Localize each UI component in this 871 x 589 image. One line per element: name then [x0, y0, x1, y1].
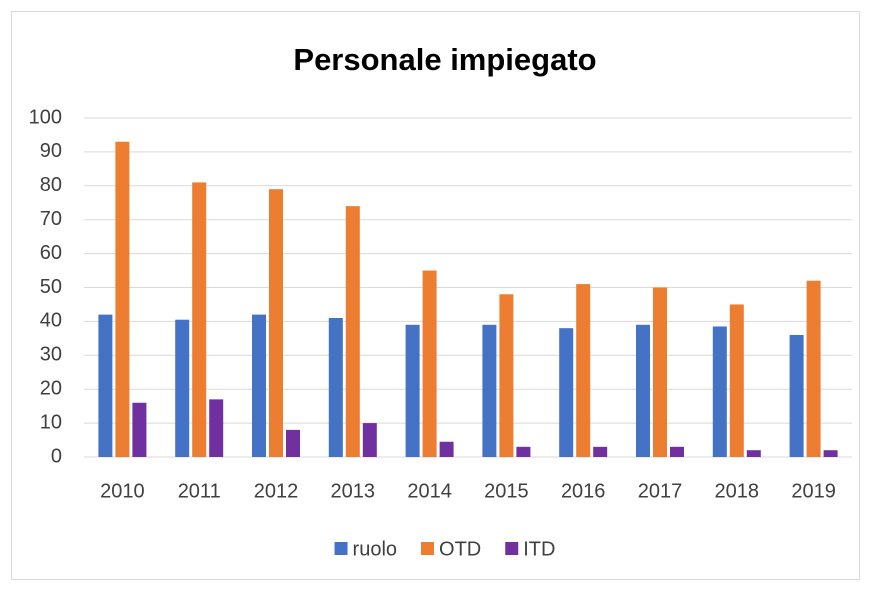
bar [593, 446, 608, 457]
x-tick-label: 2016 [561, 480, 606, 502]
bar [806, 280, 821, 457]
y-tick-label: 0 [51, 445, 62, 467]
x-tick-label: 2018 [715, 480, 760, 502]
bar [405, 324, 420, 457]
y-tick-label: 90 [40, 140, 62, 162]
bar [653, 287, 667, 457]
legend-swatch [421, 542, 435, 555]
bar [439, 441, 454, 457]
bar [252, 314, 266, 457]
bar [362, 423, 377, 457]
bar [729, 304, 744, 457]
bar [789, 334, 804, 457]
bar [746, 450, 761, 457]
x-tick-label: 2015 [484, 480, 529, 502]
y-tick-label: 40 [40, 310, 62, 332]
x-tick-label: 2017 [638, 480, 683, 502]
bar [576, 284, 591, 457]
chart-title: Personale impiegato [293, 42, 596, 77]
x-tick-label: 2012 [254, 480, 299, 502]
bar [269, 189, 283, 457]
y-tick-label: 60 [40, 242, 62, 264]
legend-swatch [334, 542, 348, 555]
bar [670, 446, 684, 457]
legend-swatch [505, 542, 519, 555]
bar [422, 270, 437, 457]
bar [499, 294, 514, 457]
y-tick-label: 20 [40, 377, 62, 399]
y-tick-label: 100 [29, 106, 62, 128]
x-tick-label: 2010 [100, 480, 145, 502]
bar [209, 399, 224, 457]
x-tick-label: 2011 [178, 480, 221, 502]
bar [516, 446, 531, 457]
x-tick-label: 2014 [407, 480, 452, 502]
legend-label: OTD [439, 538, 481, 560]
legend-label: ITD [523, 538, 555, 560]
x-tick-label: 2019 [791, 480, 836, 502]
bar [823, 450, 838, 457]
y-tick-label: 30 [40, 344, 62, 366]
legend-label: ruolo [353, 538, 397, 560]
bar [192, 182, 207, 457]
y-tick-label: 50 [40, 276, 62, 298]
bar [636, 324, 650, 457]
bar [559, 328, 574, 457]
bar [286, 429, 300, 457]
bar [345, 206, 360, 457]
bar [98, 314, 113, 457]
y-tick-label: 10 [40, 411, 62, 433]
bar [132, 402, 147, 457]
bar [115, 141, 130, 458]
bar [712, 326, 727, 457]
bar [175, 319, 190, 457]
bar [328, 318, 343, 457]
y-tick-label: 70 [40, 208, 62, 230]
y-tick-label: 80 [40, 174, 62, 196]
bar [482, 324, 497, 457]
x-tick-label: 2013 [331, 480, 376, 502]
